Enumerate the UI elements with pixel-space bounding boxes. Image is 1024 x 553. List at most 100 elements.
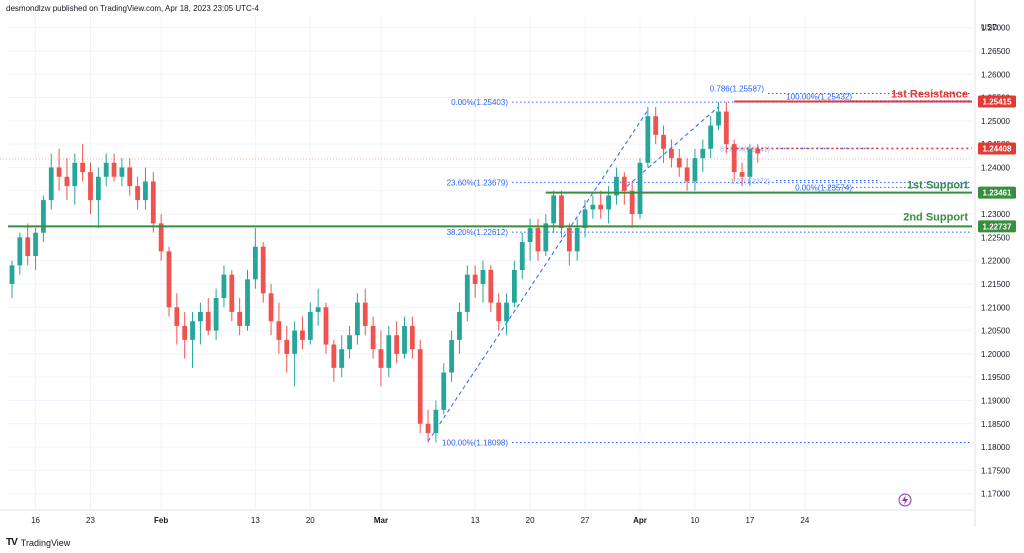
- candle-body: [519, 242, 525, 270]
- candle-body: [111, 162, 117, 177]
- candle-body: [425, 423, 431, 434]
- fib-level-label: 23.60%(1.23679): [447, 178, 509, 187]
- candle-body: [182, 325, 188, 340]
- price-tick: 1.21000: [981, 303, 1010, 312]
- candle-body: [739, 172, 745, 177]
- candle-body: [723, 111, 729, 145]
- fib-inner-label: 61.80%(1.2441): [720, 146, 770, 153]
- candle-body: [205, 311, 211, 331]
- candle-body: [472, 274, 478, 284]
- fib-level-label: 38.20%(1.22612): [447, 228, 509, 237]
- candle-body: [150, 181, 156, 224]
- candle-body: [512, 269, 517, 303]
- time-tick: Apr: [633, 516, 647, 525]
- candle-body: [213, 297, 219, 331]
- candle-body: [582, 209, 588, 229]
- price-badge-label: 1.24408: [983, 144, 1012, 153]
- price-axis[interactable]: USD1.270001.265001.260001.255001.250001.…: [974, 0, 1016, 527]
- candle-body: [692, 158, 698, 182]
- trendlines: [427, 106, 719, 442]
- time-tick: 16: [31, 516, 40, 525]
- price-tick: 1.20500: [981, 327, 1010, 336]
- trendline: [427, 109, 649, 442]
- time-tick: Feb: [154, 516, 168, 525]
- candle-body: [378, 349, 384, 368]
- price-tick: 1.20000: [981, 350, 1010, 359]
- candle-body: [307, 311, 313, 340]
- candle-body: [661, 134, 666, 149]
- price-tick: 1.26000: [981, 70, 1010, 79]
- candle-body: [574, 228, 580, 252]
- price-badge-label: 1.25415: [983, 98, 1012, 107]
- price-tick: 1.26500: [981, 47, 1010, 56]
- candle-body: [33, 232, 38, 257]
- candle-body: [614, 176, 619, 196]
- candle-body: [653, 116, 659, 135]
- candle-body: [433, 409, 439, 434]
- price-tick: 1.22000: [981, 257, 1010, 266]
- candle-body: [292, 330, 297, 354]
- candle-body: [684, 167, 690, 182]
- candle-body: [488, 269, 494, 303]
- candle-body: [41, 200, 46, 233]
- candle-body: [48, 167, 54, 201]
- candle-body: [64, 176, 70, 187]
- candle-body: [441, 372, 447, 410]
- candle-body: [559, 195, 564, 229]
- time-tick: 23: [86, 516, 95, 525]
- time-tick: 20: [306, 516, 315, 525]
- candle-body: [166, 251, 172, 308]
- candle-body: [229, 274, 235, 312]
- candle-body: [158, 223, 164, 252]
- currency-label: USD: [981, 23, 998, 32]
- candle-body: [700, 148, 706, 159]
- candle-body: [669, 148, 674, 159]
- price-tick: 1.19000: [981, 396, 1010, 405]
- candle-body: [394, 335, 400, 354]
- candle-body: [103, 162, 109, 177]
- fib-level-label: 0.00%(1.25403): [451, 98, 508, 107]
- candle-body: [362, 302, 368, 326]
- candle-body: [731, 144, 737, 173]
- candle-body: [464, 274, 470, 312]
- support-resistance-levels: 1st Resistance 1st Support 2nd Support: [8, 89, 972, 228]
- candle-body: [174, 307, 180, 326]
- time-tick: 17: [745, 516, 754, 525]
- candle-body: [127, 167, 133, 187]
- time-tick: 10: [690, 516, 699, 525]
- candle-body: [621, 176, 627, 191]
- candle-body: [72, 162, 78, 187]
- candle-body: [457, 311, 462, 340]
- price-tick: 1.17000: [981, 490, 1010, 499]
- candle-body: [386, 335, 392, 368]
- candle-body: [245, 279, 250, 326]
- price-tick: 1.24000: [981, 163, 1010, 172]
- candle-body: [716, 111, 721, 126]
- time-axis[interactable]: 16 23 Feb 13 20 Mar 13 20 27 Apr 10 17 24: [0, 493, 975, 525]
- price-badge: [978, 142, 1016, 155]
- candle-body: [260, 246, 266, 294]
- candle-body: [237, 311, 243, 326]
- candle-body: [119, 167, 125, 177]
- fib-right-label: 100.00%(1.25432): [786, 93, 852, 102]
- candle-body: [56, 167, 62, 177]
- candle-body: [551, 195, 557, 224]
- candle-body: [323, 307, 329, 345]
- candle-body: [417, 349, 423, 424]
- candle-body: [198, 311, 203, 322]
- candle-body: [190, 321, 195, 340]
- price-tick: 1.18500: [981, 420, 1010, 429]
- candle-body: [284, 339, 290, 354]
- time-tick: 13: [471, 516, 480, 525]
- candle-body: [143, 181, 148, 201]
- tradingview-logo-icon: TV: [6, 537, 18, 548]
- candle-body: [221, 274, 227, 298]
- candle-body: [331, 344, 337, 368]
- time-tick: 27: [581, 516, 590, 525]
- candle-body: [339, 349, 345, 368]
- candle-body: [409, 325, 415, 350]
- price-tick: 1.22500: [981, 233, 1010, 242]
- candle-body: [347, 335, 352, 350]
- fib-level-label: 100.00%(1.18098): [442, 439, 508, 448]
